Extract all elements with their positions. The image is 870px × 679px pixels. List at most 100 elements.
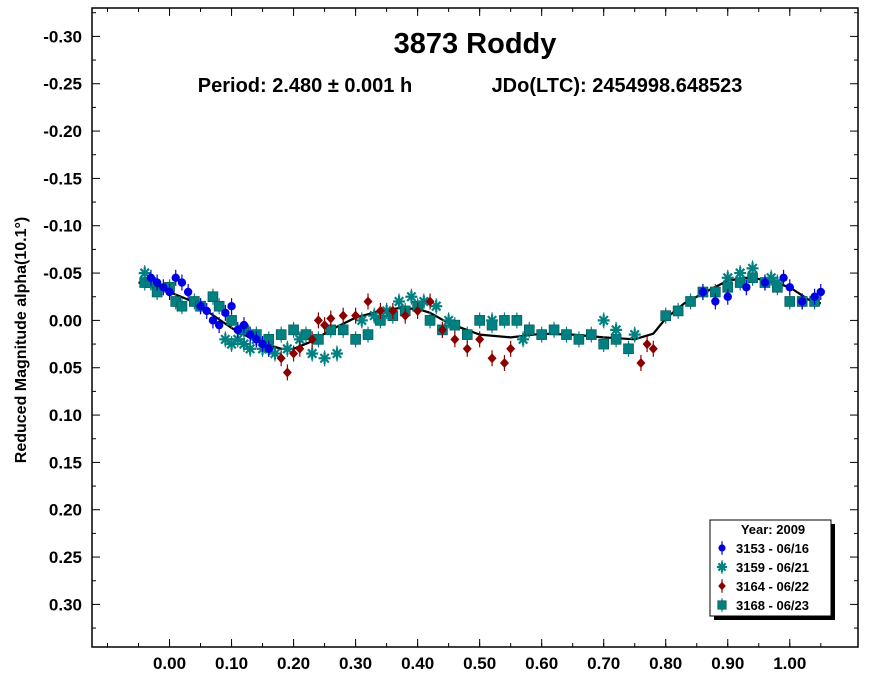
circle-marker: [214, 320, 224, 330]
diamond-marker: [499, 358, 509, 368]
circle-marker: [202, 306, 211, 316]
data-point-asterisk: [486, 312, 499, 329]
data-points-layer: [138, 260, 825, 381]
data-point-diamond: [276, 350, 286, 367]
circle-marker: [252, 335, 261, 344]
legend-entry-label: 3153 - 06/16: [736, 541, 809, 556]
asterisk-stroke: [518, 334, 529, 345]
data-point-square: [573, 331, 585, 348]
data-point-circle: [245, 326, 255, 343]
y-tick-label: 0.25: [49, 548, 82, 567]
data-point-asterisk: [442, 312, 455, 329]
x-tick-label: 0.90: [711, 654, 744, 673]
data-point-diamond: [338, 307, 348, 324]
data-point-asterisk: [405, 288, 418, 305]
data-point-asterisk: [306, 345, 319, 362]
y-tick-label: -0.15: [43, 169, 82, 188]
asterisk-stroke: [331, 348, 343, 359]
data-point-square: [523, 321, 535, 338]
asterisk-stroke: [238, 339, 249, 350]
data-point-circle: [221, 304, 230, 321]
data-point-square: [275, 326, 287, 343]
circle-marker: [165, 287, 174, 297]
asterisk-stroke: [717, 562, 727, 572]
y-tick-label: -0.25: [43, 75, 82, 94]
data-point-diamond: [487, 350, 497, 367]
period-subtitle: Period: 2.480 ± 0.001 h: [198, 75, 412, 97]
square-marker: [424, 315, 436, 326]
square-marker: [548, 324, 560, 336]
circle-marker: [233, 325, 242, 335]
square-marker: [585, 329, 597, 340]
circle-marker: [196, 302, 205, 311]
data-point-circle: [698, 284, 708, 300]
x-tick-label: 0.30: [339, 654, 372, 673]
data-point-diamond: [320, 317, 330, 334]
data-point-asterisk: [138, 265, 151, 282]
x-tick-label: 0.20: [277, 654, 310, 673]
data-point-square: [207, 288, 219, 305]
legend-entry-label: 3164 - 06/22: [736, 579, 809, 594]
square-marker: [573, 334, 585, 345]
diamond-marker: [351, 310, 361, 321]
asterisk-stroke: [393, 296, 405, 307]
data-point-square: [362, 326, 374, 343]
square-marker: [275, 329, 287, 340]
y-tick-label: -0.10: [43, 217, 82, 236]
data-point-asterisk: [771, 274, 784, 291]
data-point-circle: [258, 336, 267, 353]
asterisk-stroke: [319, 353, 330, 364]
diamond-marker: [338, 310, 348, 321]
data-point-diamond: [636, 355, 646, 371]
square-marker: [300, 329, 312, 340]
square-marker: [449, 319, 461, 331]
x-tick-label: 0.10: [215, 654, 248, 673]
asterisk-stroke: [598, 315, 609, 326]
asterisk-stroke: [269, 348, 280, 359]
legend-entry: 3159 - 06/21: [716, 560, 809, 575]
data-point-circle: [723, 288, 732, 305]
data-point-asterisk: [318, 350, 331, 367]
diamond-marker: [289, 348, 299, 359]
diamond-marker: [313, 315, 323, 326]
data-point-circle: [760, 274, 770, 291]
circle-marker: [177, 278, 187, 287]
circle-marker: [718, 544, 726, 552]
chart-title: 3873 Roddy: [394, 28, 557, 60]
y-tick-label: 0.05: [49, 359, 82, 378]
circle-marker: [171, 273, 180, 282]
square-marker: [176, 300, 188, 312]
data-point-diamond: [506, 340, 516, 357]
y-axis: -0.30 -0.25 -0.20 -0.15 -0.10 -0.05 0.00 0.05 0.…: [43, 12, 858, 629]
x-tick-label: 0.60: [525, 654, 558, 673]
data-point-circle: [779, 269, 788, 286]
data-point-square: [585, 326, 597, 343]
legend: Year: 2009 3153 - 06/16 3159 - 06/21 3164 …: [709, 519, 835, 620]
data-point-square: [511, 312, 523, 329]
data-point-diamond: [648, 340, 658, 357]
data-point-circle: [711, 293, 720, 310]
legend-entry-label: 3168 - 06/23: [736, 598, 809, 613]
data-point-circle: [171, 269, 180, 286]
data-point-diamond: [295, 340, 305, 357]
x-tick-label: 0.80: [649, 654, 682, 673]
data-point-diamond: [282, 364, 292, 381]
x-tick-label: 0.40: [401, 654, 434, 673]
asterisk-stroke: [139, 268, 150, 279]
diamond-marker: [282, 367, 292, 378]
legend-entry: 3164 - 06/22: [718, 579, 809, 594]
diamond-marker: [388, 305, 398, 316]
diamond-marker: [506, 343, 516, 354]
circle-marker: [258, 339, 267, 349]
data-point-square: [350, 331, 361, 348]
data-point-square: [474, 312, 485, 329]
diamond-marker: [642, 339, 652, 350]
data-point-circle: [183, 284, 193, 300]
diamond-marker: [276, 353, 286, 364]
circle-marker: [221, 308, 230, 318]
data-point-diamond: [475, 331, 485, 348]
data-point-asterisk: [355, 312, 368, 329]
asterisk-stroke: [487, 315, 498, 326]
square-marker: [685, 296, 696, 307]
